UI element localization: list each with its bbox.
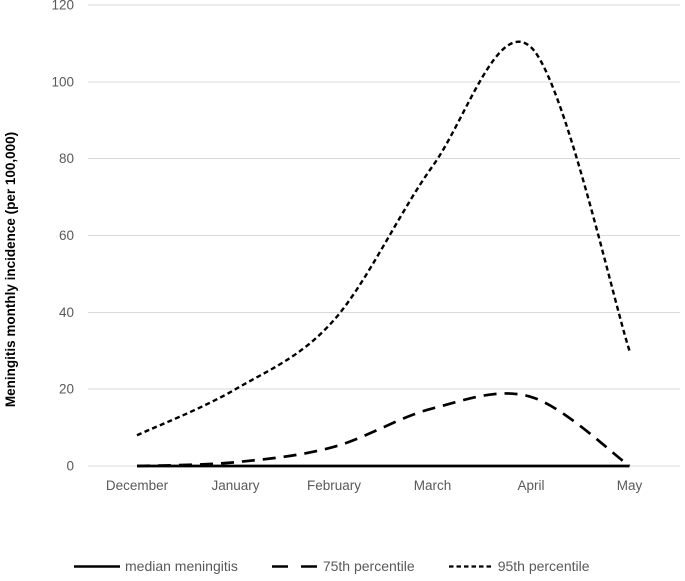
y-tick-label-40: 40 — [59, 305, 74, 320]
y-tick-label-120: 120 — [51, 0, 74, 13]
x-tick-label-april: April — [517, 478, 544, 493]
legend-item-median-meningitis: median meningitis — [73, 558, 238, 574]
y-tick-label-20: 20 — [59, 382, 74, 397]
legend-item-75th-percentile: 75th percentile — [271, 558, 415, 574]
x-tick-label-may: May — [617, 478, 643, 493]
x-tick-label-january: January — [211, 478, 259, 493]
legend-label-95th-percentile: 95th percentile — [497, 558, 590, 574]
chart-legend: median meningitis 75th percentile 95th p… — [73, 558, 590, 574]
y-tick-label-80: 80 — [59, 151, 74, 166]
y-tick-label-100: 100 — [51, 74, 74, 89]
legend-label-median-meningitis: median meningitis — [125, 558, 238, 574]
series-line-95th-percentile — [136, 40, 631, 437]
x-tick-label-march: March — [414, 478, 452, 493]
legend-label-75th-percentile: 75th percentile — [322, 558, 415, 574]
x-tick-label-february: February — [307, 478, 361, 493]
series-line-75th-percentile — [136, 392, 631, 468]
short-dash-line-swatch-icon — [448, 564, 493, 568]
long-dash-line-swatch-icon — [271, 564, 318, 568]
y-tick-label-60: 60 — [59, 228, 74, 243]
solid-line-swatch-icon — [74, 564, 120, 568]
y-tick-label-0: 0 — [66, 459, 74, 474]
chart-plot-area: 0 20 40 60 80 100 120 December January February Ma… — [51, 0, 680, 493]
x-tick-label-december: December — [106, 478, 169, 493]
legend-item-95th-percentile: 95th percentile — [448, 558, 590, 574]
